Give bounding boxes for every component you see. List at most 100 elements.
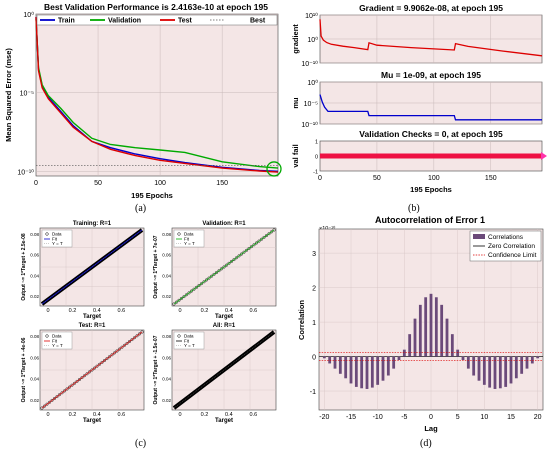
chart-c4-legend-identity: Y = T [184,343,195,348]
chart-c3-point [92,366,97,370]
chart-c2-xtick: 0 [178,308,181,314]
chart-a-plot-area [35,13,279,177]
chart-c3-point [135,334,139,338]
chart-c3-point [65,387,69,391]
chart-c2-point [242,250,246,254]
chart-d-bar [498,356,502,389]
chart-d-bar [349,356,353,384]
panel-d: Autocorrelation of Error 1 ×10⁻¹⁰ -20-15… [297,215,544,449]
chart-c3-legend-box [41,331,73,350]
chart-a-xtick: 50 [94,180,102,187]
chart-d-title: Autocorrelation of Error 1 [375,215,485,225]
chart-c3-point [97,362,102,366]
chart-d-bar [365,356,369,389]
chart-d-ytick: 3 [312,251,316,258]
chart-d-bar [424,297,428,357]
chart-c2-point [187,291,191,295]
chart-c2-ytick: 0.02 [162,294,171,299]
chart-b2-title: Mu = 1e-09, at epoch 195 [381,70,481,80]
chart-c4-title: All: R=1 [213,323,236,329]
chart-c3-ytick: 0.04 [30,377,39,382]
chart-c1-xtick: 0.6 [118,308,126,314]
chart-c3-point [70,383,74,387]
chart-c2-point [237,254,241,258]
chart-d-bar [525,356,529,369]
chart-c2-point [189,289,194,293]
chart-d-bar [472,356,476,376]
chart-d-xtick: 10 [480,414,488,421]
chart-d-bar [328,356,332,364]
chart-c2-title: Validation: R=1 [202,221,246,227]
chart-c3-point [120,345,124,349]
chart-c3-legend-data-marker [45,334,49,338]
chart-c2-point [239,252,244,256]
chart-d-bar [520,356,524,374]
chart-c3-point [115,349,119,353]
chart-d-bar [418,304,422,357]
chart-c3-point [55,395,59,399]
chart-c2-point [272,228,276,232]
chart-c3-xtick: 0.6 [118,412,126,418]
chart-c1-legend-data: Data [52,232,62,237]
chart-c2-xtick: 0.4 [225,308,233,314]
chart-c2-xtick: 0.6 [250,308,258,314]
chart-b1-title: Gradient = 9.9062e-08, at epoch 195 [359,3,503,13]
chart-c2-legend-data: Data [184,232,194,237]
chart-d-bar [376,356,380,385]
chart-a-xtick: 0 [34,180,38,187]
chart-c2-point [184,293,189,297]
chart-c4-legend-box [173,331,205,350]
chart-c4-xtick: 0 [178,412,181,418]
chart-b2-ytick: 10⁰ [307,79,318,87]
legend-a-best: Best [250,18,266,25]
chart-c2-point [249,245,254,249]
chart-d-bar [370,356,374,388]
chart-c2-ytick: 0.08 [162,232,171,237]
chart-c3-legend-fit: Fit [52,339,58,344]
chart-d-legend: Correlations Zero Correlation Confidence… [469,230,542,262]
chart-d-bar [530,356,534,364]
chart-c2-point [244,248,249,252]
chart-c2-point [197,283,201,288]
chart-d-bar [413,318,417,357]
chart-c1-title: Training: R=1 [73,221,112,227]
chart-c4-ytick: 0.06 [162,355,171,360]
chart-c3-point [72,381,77,385]
chart-c1-ytick: 0.08 [30,232,39,237]
chart-d-bar [386,356,390,376]
chart-d-xtick: -20 [319,414,329,421]
panel-label-d: (d) [420,438,432,449]
chart-c2-point [214,271,219,275]
chart-c1-identity [41,229,143,305]
chart-c1-xtick: 0.4 [93,308,101,314]
chart-d-bar [466,356,470,369]
chart-c2-point [172,302,176,306]
chart-a-series-train [35,17,279,172]
legend-a-test: Test [178,18,193,25]
chart-b3-title: Validation Checks = 0, at epoch 195 [359,129,503,139]
chart-c3-point [80,376,84,380]
chart-c3-point [45,402,49,406]
chart-c2-identity [173,229,275,305]
chart-c3-point [122,343,127,347]
chart-a-series-test [35,17,279,173]
chart-d-bar [429,293,433,357]
chart-d-bar [354,356,358,387]
panel-label-b: (b) [408,203,420,214]
chart-d-xtick: 5 [456,414,460,421]
chart-b3-xtick: 50 [373,175,381,182]
chart-c3-point [90,368,94,372]
chart-c2-point [219,267,224,271]
chart-c3-title: Test: R=1 [79,323,106,329]
chart-c2-legend-fit: Fit [184,237,190,242]
chart-d-bar [397,356,401,361]
chart-c4-ytick: 0.02 [162,398,171,403]
chart-c3-xtick: 0.2 [69,412,77,418]
chart-c2-point [254,241,259,245]
chart-c2-point [177,298,181,302]
chart-c3-point [117,347,122,351]
